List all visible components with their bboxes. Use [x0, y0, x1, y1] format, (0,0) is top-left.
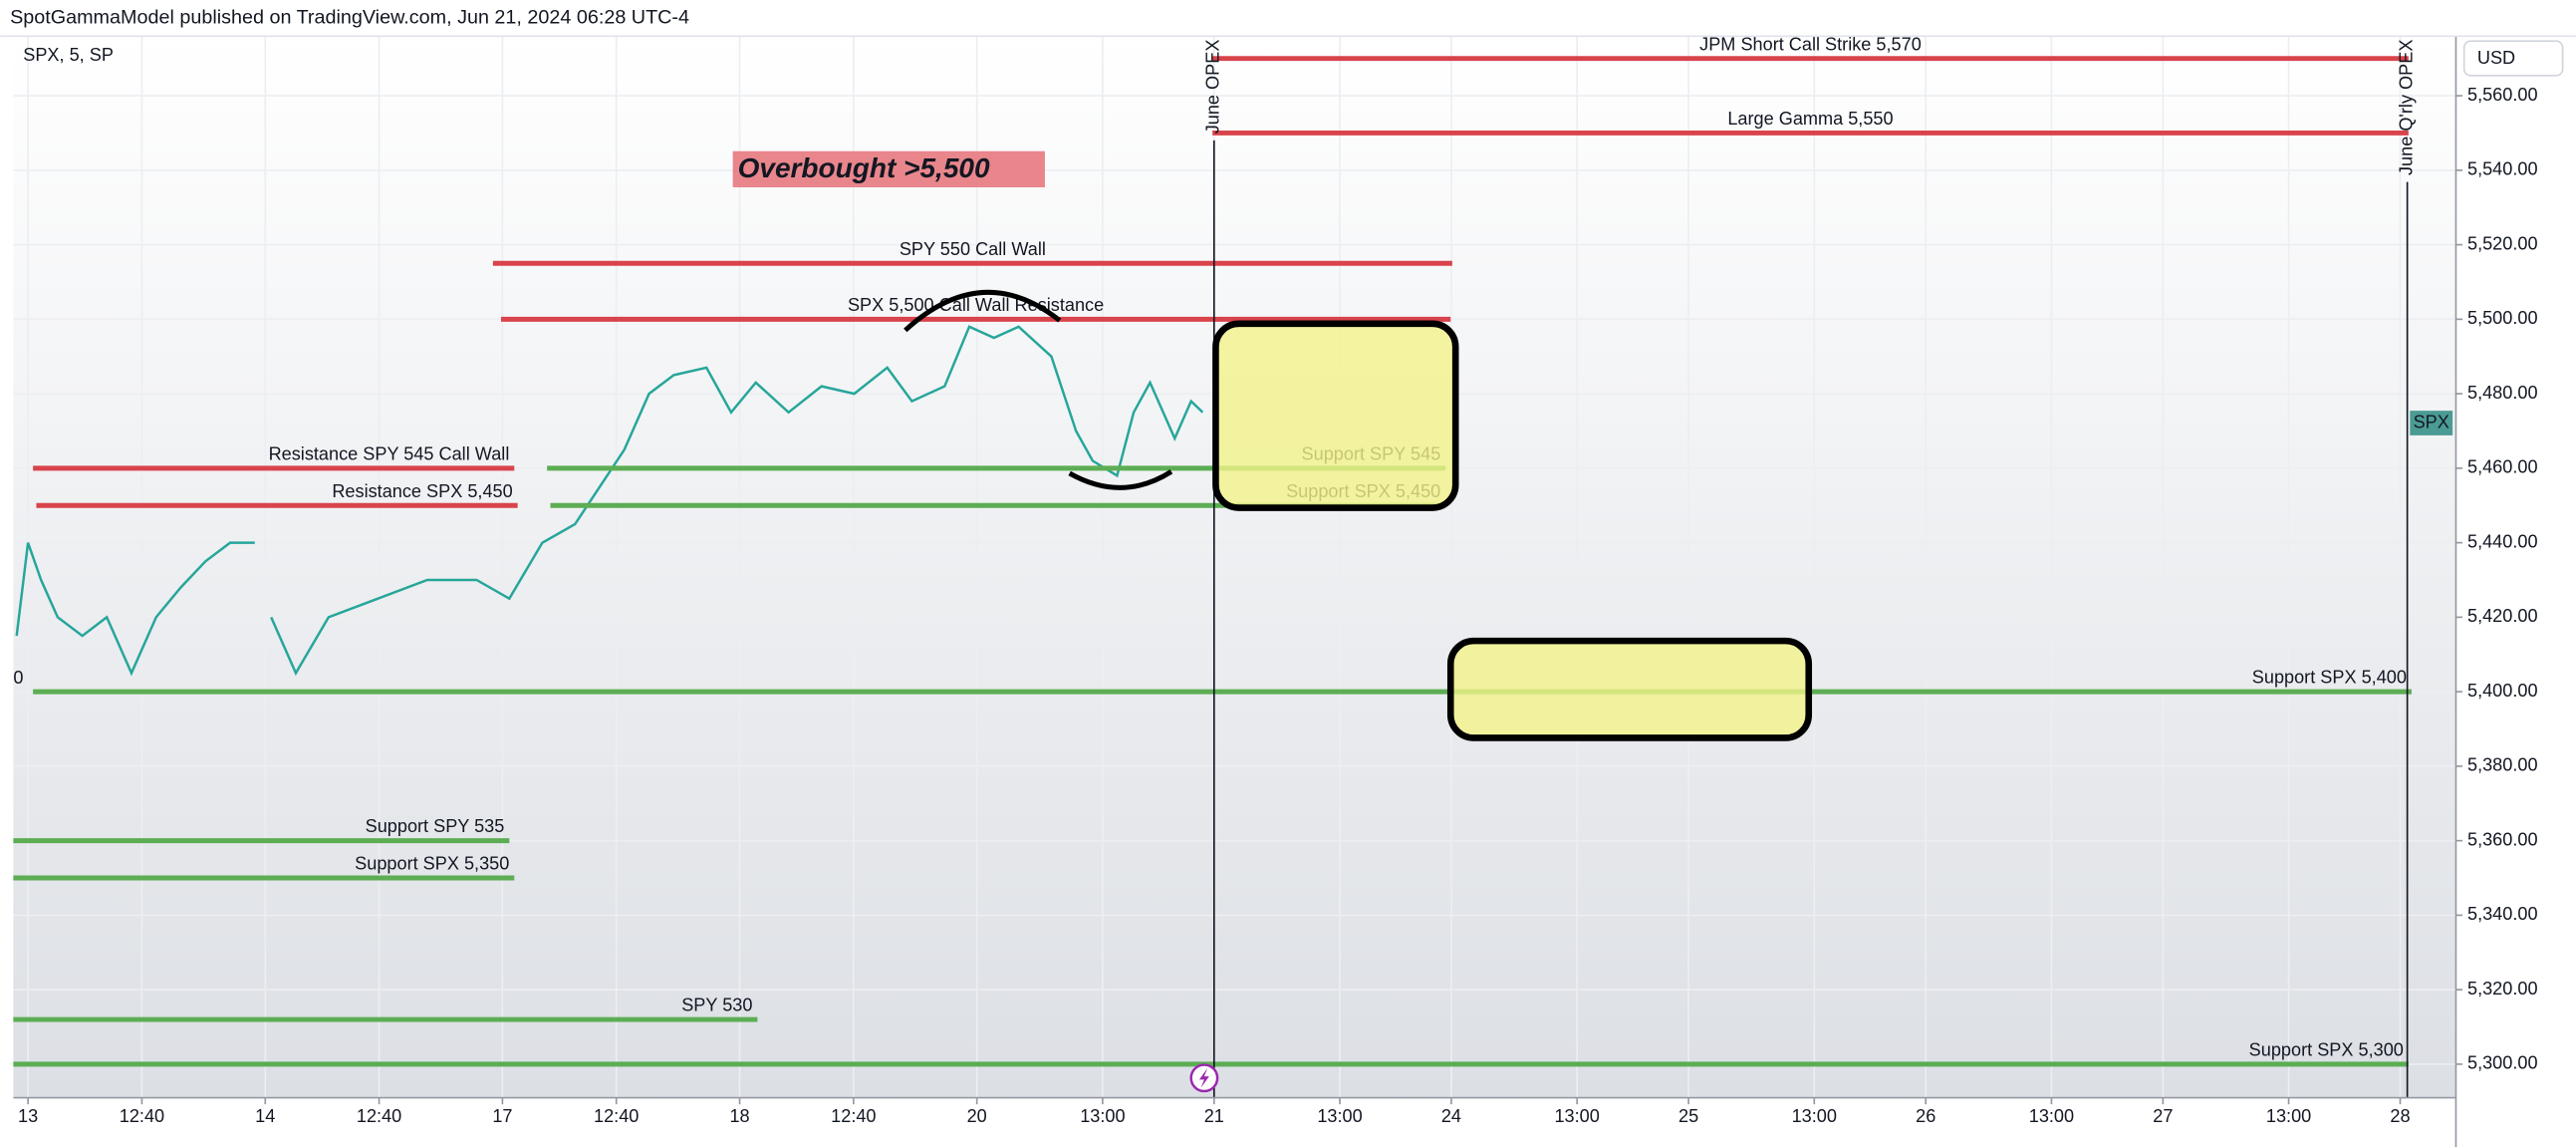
- x-tick-label: 13:00: [1792, 1106, 1837, 1126]
- x-tick-label: 13: [18, 1106, 38, 1126]
- y-tick-label: 5,540.00: [2467, 159, 2538, 179]
- x-tick-label: 18: [729, 1106, 749, 1126]
- x-tick-label: 20: [967, 1106, 987, 1126]
- highlight-box: [1446, 637, 1813, 741]
- header: SpotGammaModel published on TradingView.…: [10, 6, 689, 28]
- y-tick-label: 5,420.00: [2467, 606, 2538, 626]
- currency[interactable]: USD: [2477, 48, 2515, 68]
- x-tick-label: 13:00: [1554, 1106, 1599, 1126]
- y-tick-label: 5,560.00: [2467, 85, 2538, 105]
- y-tick-label: 5,360.00: [2467, 829, 2538, 849]
- x-tick-label: 12:40: [831, 1106, 876, 1126]
- x-tick-label: 28: [2390, 1106, 2410, 1126]
- note: Overbought >5,500: [738, 152, 990, 183]
- event-label: June Q'rly OPEX: [2396, 40, 2416, 175]
- level-label: Support SPX 5,350: [355, 854, 509, 874]
- level-label: Support SPY 535: [366, 816, 505, 836]
- x-tick-label: 25: [1678, 1106, 1698, 1126]
- y-tick-label: 5,300.00: [2467, 1053, 2538, 1073]
- top-arc: [903, 290, 1062, 333]
- level-label: Support SPX 5,400: [2252, 668, 2407, 688]
- lightning-icon[interactable]: [1189, 1063, 1219, 1093]
- icon-bolt[interactable]: [1198, 1067, 1209, 1088]
- level-label: Resistance SPX 5,450: [332, 481, 512, 501]
- y-tick-label: 5,440.00: [2467, 531, 2538, 551]
- bottom-arc: [1068, 469, 1173, 490]
- x-tick-label: 27: [2153, 1106, 2173, 1126]
- note-box: [732, 150, 1045, 187]
- x-tick-label: 21: [1204, 1106, 1224, 1126]
- y-tick-label: 5,380.00: [2467, 755, 2538, 775]
- x-tick-label: 12:40: [357, 1106, 401, 1126]
- plot-area: [13, 36, 2456, 1098]
- event-label: June OPEX: [1203, 40, 1223, 135]
- highlight-box: [1212, 320, 1459, 511]
- level-label: SPY 550 Call Wall: [900, 239, 1046, 259]
- x-tick-label: 12:40: [594, 1106, 639, 1126]
- level-label: Support SPX 5,300: [2249, 1040, 2404, 1060]
- level-label: Large Gamma 5,550: [1727, 109, 1893, 129]
- y-tick-label: 5,480.00: [2467, 383, 2538, 403]
- currency-box[interactable]: [2462, 40, 2564, 77]
- y-tick-label: 5,340.00: [2467, 904, 2538, 924]
- x-tick-label: 24: [1441, 1106, 1461, 1126]
- y-tick-label: 5,320.00: [2467, 979, 2538, 999]
- x-tick-label: 13:00: [2266, 1106, 2311, 1126]
- y-tick-label: 5,500.00: [2467, 308, 2538, 328]
- x-tick-label: 12:40: [120, 1106, 164, 1126]
- x-tick-label: 13:00: [2029, 1106, 2074, 1126]
- x-tick-label: 14: [255, 1106, 275, 1126]
- y-tick-label: 5,520.00: [2467, 233, 2538, 253]
- x-tick-label: 13:00: [1317, 1106, 1362, 1126]
- level-label: JPM Short Call Strike 5,570: [1699, 34, 1922, 54]
- level-label: Resistance SPY 545 Call Wall: [269, 443, 510, 463]
- left-label: 0: [13, 668, 23, 688]
- y-tick-label: 5,460.00: [2467, 457, 2538, 477]
- x-tick-label: 17: [492, 1106, 512, 1126]
- price-tag: SPX: [2414, 412, 2449, 431]
- x-tick-label: 13:00: [1080, 1106, 1125, 1126]
- x-tick-label: 26: [1916, 1106, 1935, 1126]
- y-tick-label: 5,400.00: [2467, 681, 2538, 701]
- level-label: SPY 530: [681, 996, 752, 1015]
- symbol-title: SPX, 5, SP: [23, 45, 114, 65]
- price-tag-box: [2410, 411, 2453, 435]
- level-label: SPX 5,500 Call Wall Resistance: [848, 295, 1104, 315]
